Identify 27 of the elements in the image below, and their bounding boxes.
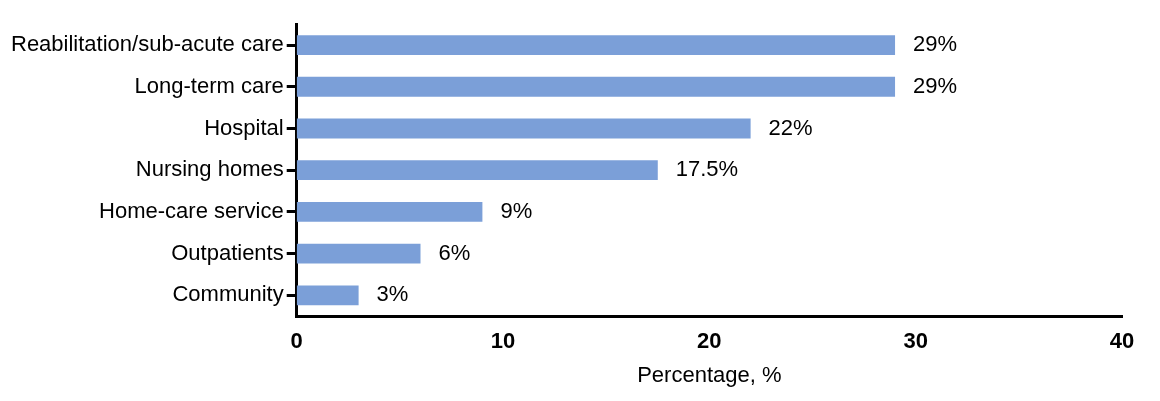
bar	[296, 118, 751, 139]
bar	[296, 160, 658, 181]
x-tick-label: 10	[490, 328, 516, 354]
data-label: 22%	[768, 114, 813, 140]
y-tick-label: Long-term care	[134, 72, 284, 98]
x-tick-label: 0	[290, 328, 303, 354]
data-label: 3%	[376, 281, 409, 307]
bar	[296, 76, 896, 97]
x-tick-label: 40	[1109, 328, 1135, 354]
x-tick-label: 20	[697, 328, 722, 354]
data-label: 9%	[500, 197, 533, 223]
y-tick-label: Hospital	[204, 114, 284, 140]
y-tick-label: Community	[172, 281, 284, 307]
bar	[296, 202, 483, 222]
data-label: 29%	[913, 72, 958, 98]
data-label: 29%	[913, 31, 958, 57]
data-label: 6%	[438, 239, 471, 265]
data-label: 17.5%	[675, 156, 739, 182]
y-tick-label: Reabilitation/sub-acute care	[10, 31, 284, 57]
y-tick-label: Nursing homes	[135, 156, 284, 182]
x-axis-title: Percentage, %	[637, 361, 782, 387]
bar	[296, 243, 421, 264]
bar	[296, 35, 896, 55]
y-tick-label: Outpatients	[171, 239, 284, 265]
bar	[296, 285, 359, 306]
x-tick-label: 30	[903, 328, 928, 354]
y-tick-label: Home-care service	[99, 197, 284, 223]
